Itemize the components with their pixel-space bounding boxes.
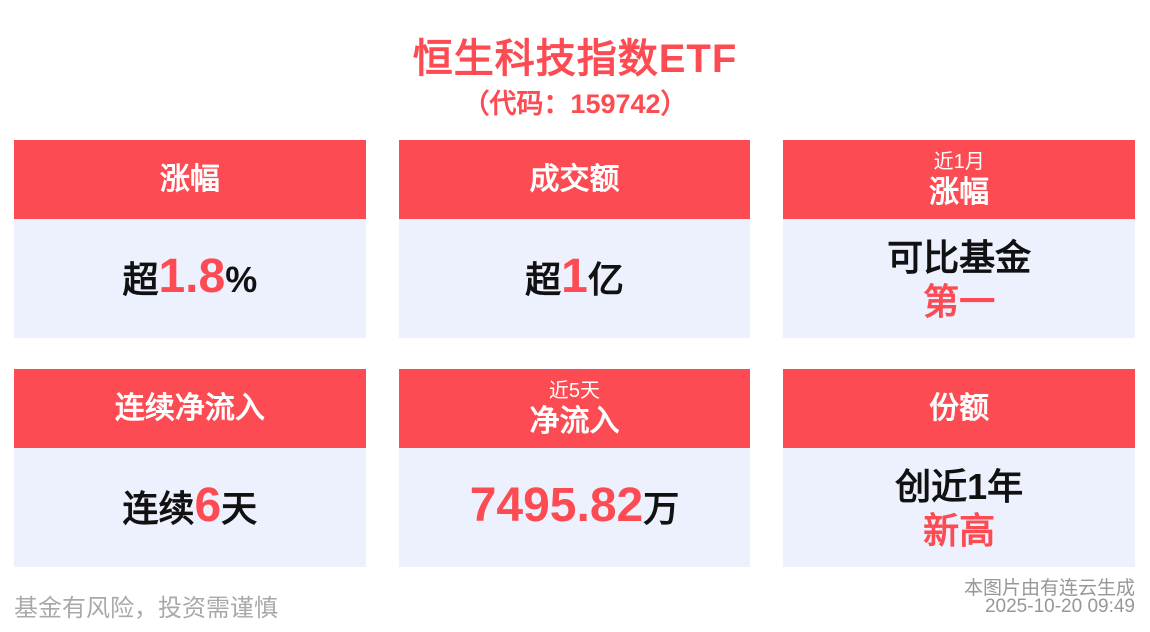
card-body: 7495.82万: [398, 448, 751, 567]
stat-card-monthly-rank: 近1月 涨幅 可比基金 第一: [783, 140, 1135, 338]
value-suffix: 天: [221, 488, 258, 529]
card-header: 连续净流入: [14, 369, 366, 448]
card-value: 超1亿: [525, 253, 624, 302]
card-header-title: 净流入: [529, 404, 620, 438]
value-prefix: 超: [122, 259, 159, 300]
value-suffix: 亿: [587, 259, 624, 300]
risk-disclaimer: 基金有风险，投资需谨慎: [14, 595, 278, 622]
card-value: 可比基金: [887, 233, 1031, 280]
card-body: 超1.8%: [14, 219, 366, 338]
card-header: 近5天 净流入: [398, 369, 751, 448]
stat-card-change: 涨幅 超1.8%: [14, 140, 366, 338]
card-body: 连续6天: [14, 448, 366, 567]
value-highlight: 7495.82: [469, 479, 644, 532]
card-value: 连续6天: [122, 482, 258, 531]
card-value: 创近1年: [895, 462, 1023, 509]
value-prefix: 超: [525, 259, 562, 300]
card-header: 份额: [783, 369, 1135, 448]
card-header: 涨幅: [14, 140, 366, 219]
card-value: 超1.8%: [122, 253, 258, 302]
page-title: 恒生科技指数ETF: [412, 37, 738, 81]
value-prefix: 可比基金: [887, 237, 1032, 278]
card-header-title: 份额: [929, 391, 990, 425]
value-suffix: %: [225, 259, 258, 300]
card-header-subtitle: 近1月: [933, 150, 985, 173]
card-header: 成交额: [398, 140, 751, 219]
value-prefix: 连续: [122, 488, 195, 529]
card-header-title: 成交额: [529, 162, 620, 196]
watermark-timestamp: 2025-10-20 09:49: [984, 596, 1135, 617]
value-highlight: 1: [561, 250, 588, 303]
card-header-title: 涨幅: [159, 162, 220, 196]
card-body: 超1亿: [398, 219, 751, 338]
value-highlight: 1.8: [158, 250, 226, 303]
value-highlight: 6: [194, 479, 222, 532]
value-prefix: 创近1年: [895, 466, 1024, 507]
stat-card-turnover: 成交额 超1亿: [398, 140, 751, 338]
card-header: 近1月 涨幅: [783, 140, 1135, 219]
watermark-source: 本图片由有连云生成: [963, 578, 1135, 599]
stat-card-inflow-streak: 连续净流入 连续6天: [14, 369, 366, 567]
card-value-secondary: 新高: [923, 510, 996, 551]
card-header-title: 连续净流入: [114, 391, 265, 425]
stats-grid: 涨幅 超1.8% 成交额 超1亿 近1月 涨幅 可比基金 第一 连续净流入: [14, 140, 1135, 567]
fund-code-subtitle: （代码：159742）: [462, 89, 688, 119]
stat-card-5day-inflow: 近5天 净流入 7495.82万: [398, 369, 751, 567]
card-header-title: 涨幅: [929, 175, 990, 209]
card-value: 7495.82万: [470, 482, 680, 531]
stat-card-shares: 份额 创近1年 新高: [783, 369, 1135, 567]
card-body: 可比基金 第一: [783, 219, 1135, 338]
value-suffix: 万: [643, 488, 680, 529]
watermark: 本图片由有连云生成 2025-10-20 09:49: [963, 578, 1135, 617]
card-value-secondary: 第一: [923, 281, 996, 322]
card-header-subtitle: 近5天: [548, 379, 601, 402]
card-body: 创近1年 新高: [783, 448, 1135, 567]
